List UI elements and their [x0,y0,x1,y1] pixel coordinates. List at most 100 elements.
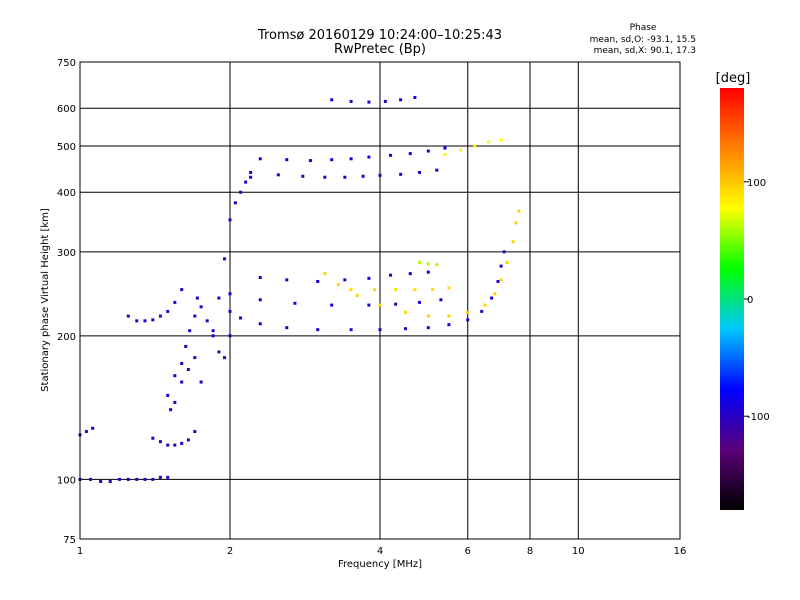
data-point [211,329,215,333]
data-point [217,296,221,300]
colorbar-tick-label: 0 [747,295,753,306]
data-point [408,272,412,276]
data-point [399,172,403,176]
data-point [249,175,253,179]
data-point [361,174,365,178]
data-point [403,327,407,331]
data-point [439,298,443,302]
data-point [490,296,494,300]
data-point [458,148,462,152]
data-point [435,168,439,172]
data-point [158,440,162,444]
data-point [258,157,262,161]
data-point [511,240,515,244]
plot-frame [79,61,681,540]
data-point [223,257,227,261]
data-point [447,323,451,327]
data-point [166,309,170,313]
data-point [367,276,371,280]
data-point [205,319,209,323]
data-point [394,288,398,292]
data-point [323,175,327,179]
y-tick-label: 600 [57,104,76,115]
data-point [258,322,262,326]
x-tick-label: 16 [674,546,687,557]
data-point [186,367,190,371]
data-point [135,319,139,323]
data-point [378,303,382,307]
data-point [233,201,237,205]
data-point [158,314,162,318]
data-point [228,309,232,313]
data-point [143,319,147,323]
data-point [323,272,327,276]
data-point [505,260,509,264]
data-point [426,262,430,266]
data-point [473,144,477,148]
data-point [466,310,470,314]
data-point [378,328,382,332]
data-point [301,174,305,178]
data-point [343,175,347,179]
colorbar-tick-label: -100 [747,412,770,423]
data-point [447,314,451,318]
data-point [285,158,289,162]
data-point [486,140,490,144]
data-point [285,326,289,330]
data-point [308,159,312,163]
data-point [180,441,184,445]
data-point [399,98,403,102]
chart-subtitle: RwPretec (Bp) [334,42,426,57]
data-point [394,302,398,306]
data-point [330,303,334,307]
data-point [89,477,93,481]
x-tick-label: 8 [527,546,533,557]
data-point [180,288,184,292]
grid-lines [80,62,680,539]
data-point [493,292,497,296]
y-tick-label: 400 [57,188,76,199]
data-point [483,303,487,307]
data-point [193,314,197,318]
y-tick-label: 200 [57,332,76,343]
data-point [403,310,407,314]
data-point [417,300,421,304]
data-point [186,438,190,442]
data-point [373,288,377,292]
data-point [166,443,170,447]
chart-title: Tromsø 20160129 10:24:00–10:25:43 [257,28,502,43]
data-point [435,263,439,267]
data-point [126,477,130,481]
colorbar-ticks: 100 0 -100 [744,178,770,423]
data-point [502,250,506,254]
data-point [223,356,227,360]
data-point [117,477,121,481]
colorbar-tick-label: 100 [747,178,766,189]
data-point [389,153,393,157]
data-point [343,278,347,282]
data-point [431,288,435,292]
data-point [239,316,243,320]
y-axis-ticks: 75 100 200 300 400 500 600 750 [57,58,76,546]
data-point [316,328,320,332]
data-point [258,298,262,302]
y-tick-label: 75 [63,535,76,546]
data-point [258,276,262,280]
data-point [367,303,371,307]
data-point [158,475,162,479]
data-point [496,279,500,283]
data-point [84,430,88,434]
data-point [195,296,199,300]
data-point [193,356,197,360]
data-point [349,99,353,103]
data-point [514,221,518,225]
data-point [480,309,484,313]
y-tick-label: 500 [57,142,76,153]
data-point [443,152,447,156]
data-point [151,318,155,322]
x-axis-ticks: 1 2 4 6 8 10 16 [77,546,687,557]
data-point [166,475,170,479]
data-point [413,95,417,99]
data-point [184,344,188,348]
